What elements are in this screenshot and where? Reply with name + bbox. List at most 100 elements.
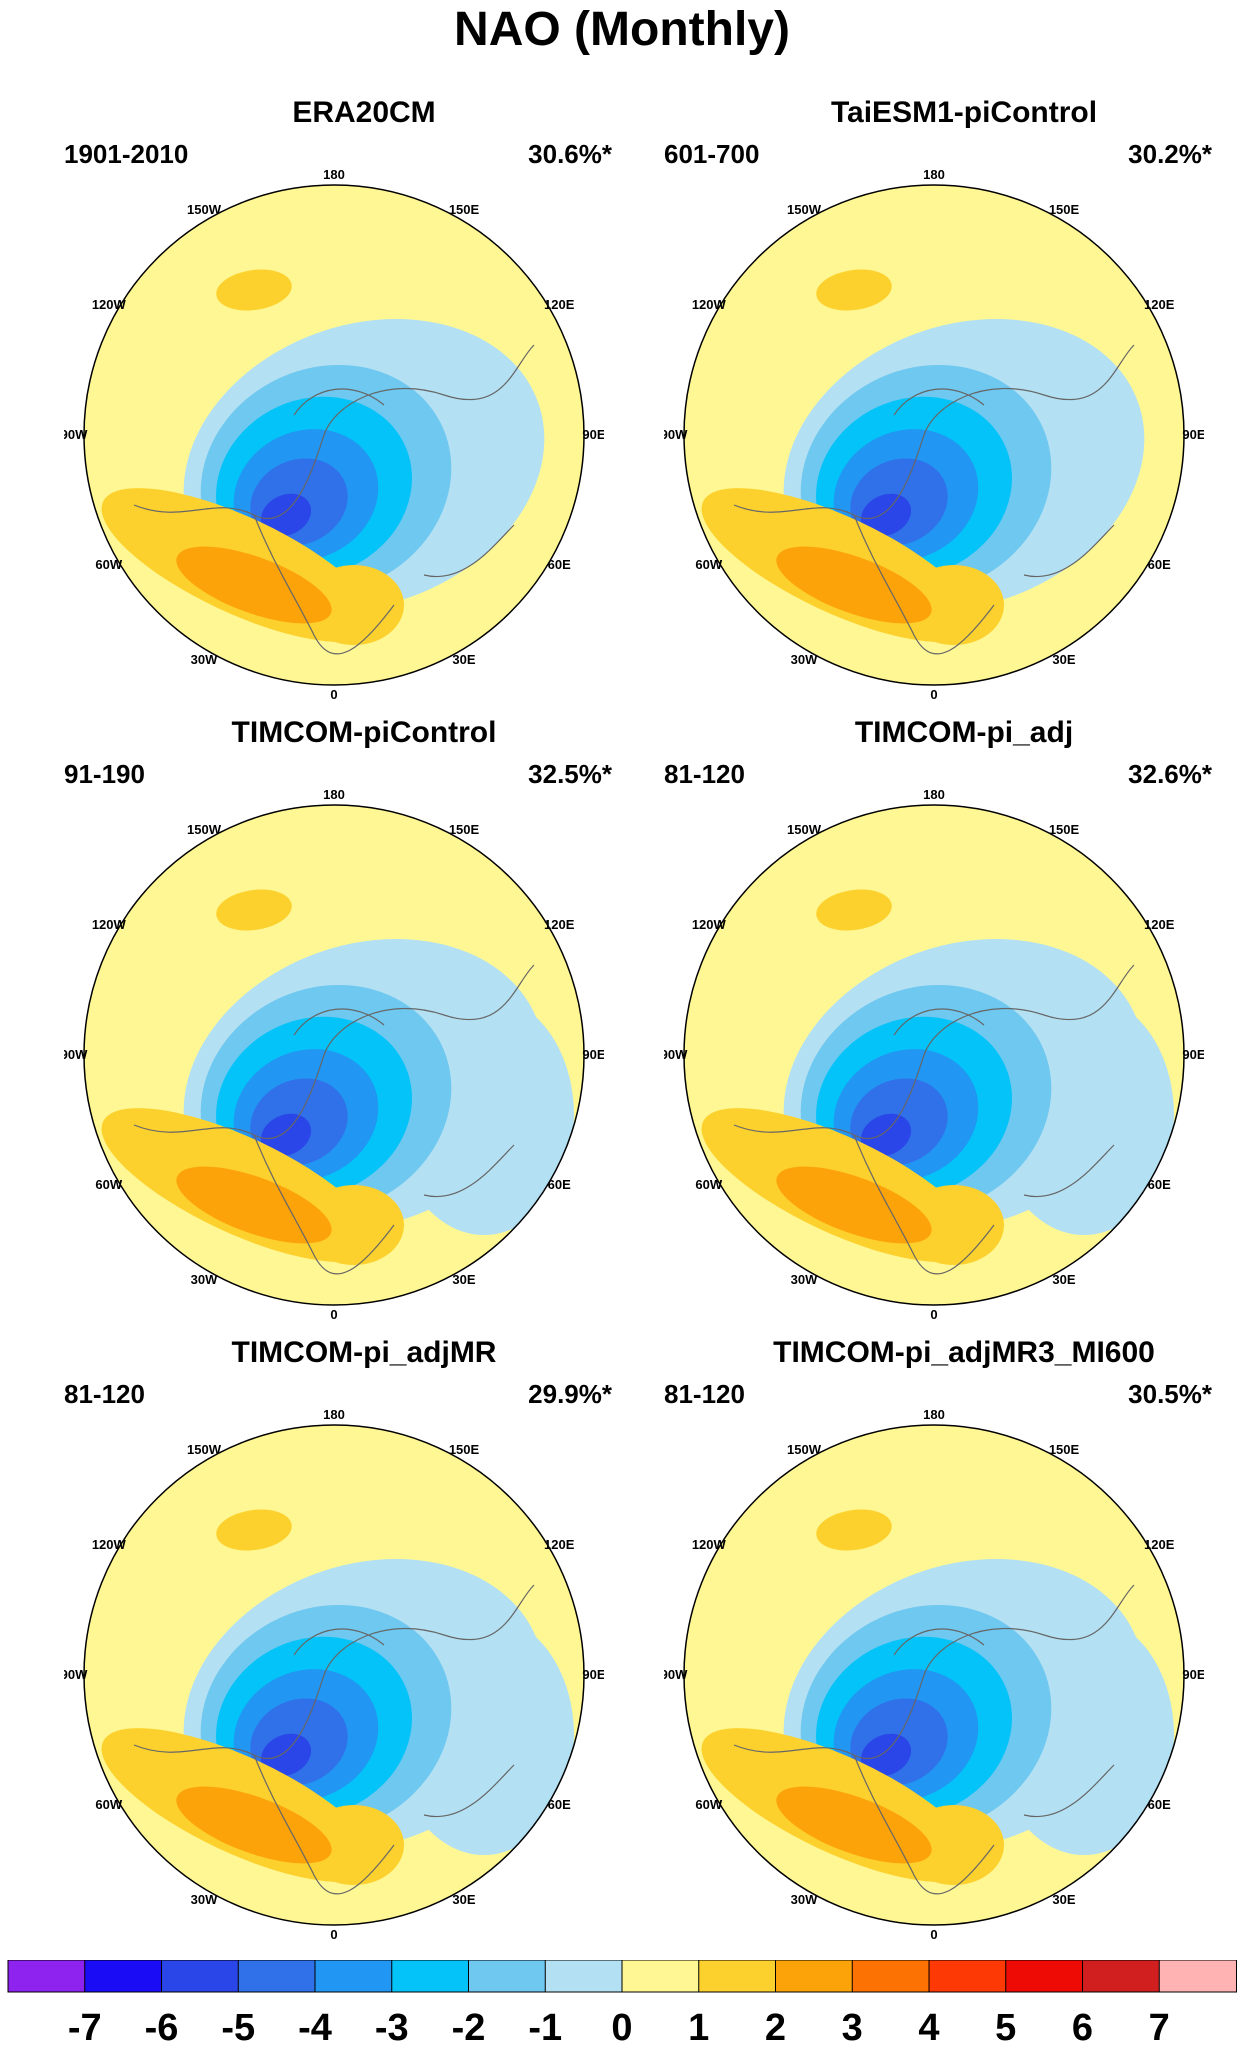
colorbar-label: -5 <box>221 2007 255 2048</box>
positive-lobe-europe <box>904 1805 1004 1885</box>
coastline <box>133 964 535 1275</box>
pacific-positive-patch <box>216 269 292 311</box>
positive-lobe-europe <box>904 565 1004 645</box>
positive-lobe-center <box>176 546 332 624</box>
longitude-label: 90W <box>64 427 88 442</box>
longitude-label: 30E <box>1052 652 1075 667</box>
longitude-label: 150E <box>1049 822 1080 837</box>
colorbar-swatch <box>851 1960 930 1993</box>
negative-lobe-center <box>260 493 312 537</box>
panel-variance: 30.6%* <box>528 139 612 169</box>
longitude-label: 60W <box>695 1177 722 1192</box>
longitude-label: 60E <box>548 1177 571 1192</box>
colorbar-swatch <box>237 1960 316 1993</box>
positive-lobe-europe <box>304 1185 404 1265</box>
longitude-label: 30W <box>791 1892 818 1907</box>
negative-lobe-center <box>860 493 912 537</box>
map-field <box>84 805 584 1305</box>
longitude-label: 90E <box>1182 1047 1204 1062</box>
colorbar-label: 7 <box>1149 2007 1170 2048</box>
longitude-label: 120W <box>692 1537 727 1552</box>
longitude-label: 120E <box>544 917 575 932</box>
longitude-label: 0 <box>330 1307 337 1322</box>
polar-map: 180 150E 120E 90E 60E 30E 0 30W 60W 90W 120W 150W <box>64 167 604 702</box>
panel-period: 81-120 <box>64 1379 145 1409</box>
panel-title: TIMCOM-piControl <box>231 716 497 749</box>
longitude-label: 90W <box>664 1047 688 1062</box>
colorbar-label: -1 <box>528 2007 562 2048</box>
map-field <box>684 805 1184 1305</box>
colorbar: -7 -6 -5 -4 -3 -2 -1 0 1 2 3 4 5 6 7 <box>7 1960 1237 2048</box>
coastline <box>133 344 535 655</box>
negative-lobe-center <box>860 1113 912 1157</box>
panel-period: 81-120 <box>664 759 745 789</box>
positive-lobe-center <box>776 546 932 624</box>
longitude-label: 30E <box>1052 1272 1075 1287</box>
longitude-label: 0 <box>330 687 337 702</box>
longitude-label: 180 <box>323 787 345 802</box>
longitude-label: 150W <box>787 822 822 837</box>
longitude-label: 60W <box>95 557 122 572</box>
panel-title: TaiESM1-piControl <box>830 96 1098 129</box>
panel-period: 91-190 <box>64 759 145 789</box>
longitude-label: 180 <box>923 1407 945 1422</box>
panel-title: TIMCOM-pi_adj <box>854 716 1074 749</box>
panel-title: ERA20CM <box>292 96 436 129</box>
longitude-label: 0 <box>930 687 937 702</box>
colorbar-label: 1 <box>688 2007 709 2048</box>
positive-lobe-center <box>776 1786 932 1864</box>
longitude-label: 90E <box>582 427 604 442</box>
panel-title: TIMCOM-pi_adjMR3_MI600 <box>773 1336 1155 1369</box>
colorbar-swatch <box>544 1960 623 1993</box>
colorbar-label: 2 <box>765 2007 786 2048</box>
polar-map: 180 150E 120E 90E 60E 30E 0 30W 60W 90W 120W 150W <box>664 167 1204 702</box>
longitude-label: 90W <box>664 427 688 442</box>
map-panel-taiesm1: TaiESM1-piControl 601-700 30.2%* 180 150E… <box>664 95 1244 715</box>
polar-map: 180 150E 120E 90E 60E 30E 0 30W 60W 90W 120W 150W <box>664 787 1204 1322</box>
longitude-label: 90W <box>64 1667 88 1682</box>
longitude-label: 60E <box>548 557 571 572</box>
colorbar-swatch <box>1158 1960 1237 1993</box>
colorbar-swatch <box>161 1960 240 1993</box>
longitude-label: 90W <box>664 1667 688 1682</box>
pacific-positive-patch <box>816 889 892 931</box>
panel-variance: 30.5%* <box>1128 1379 1212 1409</box>
longitude-label: 120W <box>692 297 727 312</box>
longitude-label: 30W <box>191 652 218 667</box>
map-field <box>684 1425 1184 1925</box>
longitude-label: 90E <box>582 1667 604 1682</box>
colorbar-swatch <box>468 1960 547 1993</box>
panel-period: 1901-2010 <box>64 139 189 169</box>
map-boundary <box>683 184 1185 686</box>
colorbar-label: 3 <box>842 2007 863 2048</box>
longitude-label: 120W <box>692 917 727 932</box>
longitude-label: 90W <box>64 1047 88 1062</box>
coastline <box>733 344 1135 655</box>
colorbar-swatch <box>621 1960 700 1993</box>
longitude-label: 120E <box>1144 917 1175 932</box>
map-boundary <box>83 184 585 686</box>
coastline <box>733 964 1135 1275</box>
longitude-label: 90E <box>1182 1667 1204 1682</box>
polar-map: 180 150E 120E 90E 60E 30E 0 30W 60W 90W 120W 150W <box>64 787 604 1322</box>
map-boundary <box>683 804 1185 1306</box>
panel-period: 601-700 <box>664 139 760 169</box>
panel-title: TIMCOM-pi_adjMR <box>231 1336 497 1369</box>
colorbar-label: -3 <box>375 2007 409 2048</box>
colorbar-swatch <box>1082 1960 1161 1993</box>
map-boundary <box>83 804 585 1306</box>
map-boundary <box>83 1424 585 1926</box>
longitude-label: 30E <box>1052 1892 1075 1907</box>
colorbar-label: -4 <box>298 2007 332 2048</box>
longitude-label: 150W <box>787 202 822 217</box>
longitude-label: 30W <box>191 1272 218 1287</box>
colorbar-swatch <box>775 1960 854 1993</box>
panel-period: 81-120 <box>664 1379 745 1409</box>
longitude-label: 150E <box>1049 1442 1080 1457</box>
longitude-label: 60W <box>695 1797 722 1812</box>
longitude-label: 60E <box>1148 1797 1171 1812</box>
colorbar-swatch <box>391 1960 470 1993</box>
polar-map: 180 150E 120E 90E 60E 30E 0 30W 60W 90W 120W 150W <box>664 1407 1204 1942</box>
longitude-label: 90E <box>1182 427 1204 442</box>
longitude-label: 30W <box>791 652 818 667</box>
